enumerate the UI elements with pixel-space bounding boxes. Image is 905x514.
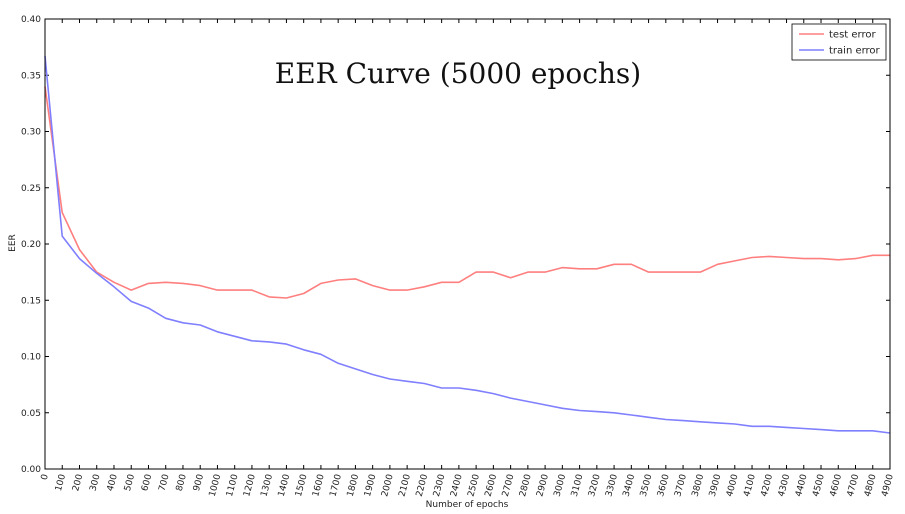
x-tick-label: 2700	[501, 473, 517, 498]
x-tick-label: 4100	[742, 473, 758, 498]
x-tick-label: 1600	[311, 473, 327, 498]
y-tick-label: 0.15	[21, 296, 41, 306]
x-tick-label: 2400	[449, 473, 465, 498]
x-tick-label: 3000	[553, 473, 569, 498]
x-tick-label: 3800	[691, 473, 707, 498]
y-tick-label: 0.35	[21, 71, 41, 81]
x-tick-label: 3700	[673, 473, 689, 498]
x-tick-label: 4500	[811, 473, 827, 498]
x-tick-label: 3900	[708, 473, 724, 498]
y-tick-label: 0.20	[21, 240, 41, 250]
x-tick-label: 3100	[570, 473, 586, 498]
x-tick-label: 2200	[415, 473, 431, 498]
y-tick-label: 0.25	[21, 184, 41, 194]
x-tick-label: 300	[89, 473, 103, 492]
x-tick-label: 4600	[829, 473, 845, 498]
plot-frame	[44, 18, 891, 470]
x-tick-label: 3600	[656, 473, 672, 498]
x-tick-label: 1800	[346, 473, 362, 498]
series-line-train-error	[44, 56, 891, 434]
x-tick-label: 800	[175, 473, 189, 492]
x-tick-label: 1200	[242, 473, 258, 498]
x-tick-label: 4800	[863, 473, 879, 498]
x-tick-label: 1700	[328, 473, 344, 498]
x-tick-label: 2000	[380, 473, 396, 498]
x-tick-label: 200	[71, 473, 85, 492]
x-tick-label: 4900	[880, 473, 896, 498]
legend-label-train-error: train error	[829, 46, 881, 57]
x-tick-label: 2900	[535, 473, 551, 498]
y-tick-label: 0.30	[21, 128, 41, 138]
x-tick-label: 0	[40, 473, 51, 481]
x-tick-label: 3400	[622, 473, 638, 498]
x-tick-label: 4700	[846, 473, 862, 498]
x-tick-label: 3300	[604, 473, 620, 498]
x-tick-label: 1300	[259, 473, 275, 498]
legend-label-test-error: test error	[829, 30, 876, 41]
y-axis-ticks: 0.00 0.05 0.10 0.15 0.20 0.25 0.30 0.35 0.40	[21, 15, 890, 475]
x-axis-label: Number of epochs	[426, 500, 509, 510]
x-tick-label: 700	[158, 473, 172, 492]
legend: test error train error	[791, 23, 887, 61]
x-tick-label: 2500	[466, 473, 482, 498]
series-line-test-error	[44, 86, 890, 299]
x-tick-label: 600	[140, 473, 154, 492]
legend-box	[791, 23, 887, 61]
y-tick-label: 0.00	[21, 465, 41, 475]
y-tick-label: 0.05	[21, 409, 41, 419]
x-tick-label: 4000	[725, 473, 741, 498]
series-lines	[44, 56, 891, 434]
x-tick-label: 900	[192, 473, 206, 492]
x-tick-label: 3200	[587, 473, 603, 498]
x-tick-label: 4400	[794, 473, 810, 498]
x-tick-label: 2800	[518, 473, 534, 498]
x-tick-label: 1500	[294, 473, 310, 498]
x-tick-label: 2300	[432, 473, 448, 498]
x-tick-label: 100	[54, 473, 68, 492]
x-tick-label: 500	[123, 473, 137, 492]
x-tick-label: 1100	[225, 473, 241, 498]
y-tick-label: 0.40	[21, 15, 41, 25]
y-axis-label: EER	[8, 234, 18, 252]
x-tick-label: 2600	[484, 473, 500, 498]
x-tick-label: 1900	[363, 473, 379, 498]
x-tick-label: 3500	[639, 473, 655, 498]
x-tick-label: 2100	[397, 473, 413, 498]
x-tick-label: 4300	[777, 473, 793, 498]
x-tick-label: 4200	[760, 473, 776, 498]
y-tick-label: 0.10	[21, 353, 41, 363]
chart-title: EER Curve (5000 epochs)	[275, 57, 641, 90]
x-tick-label: 1000	[208, 473, 224, 498]
x-tick-label: 1400	[277, 473, 293, 498]
x-tick-label: 400	[106, 473, 120, 492]
